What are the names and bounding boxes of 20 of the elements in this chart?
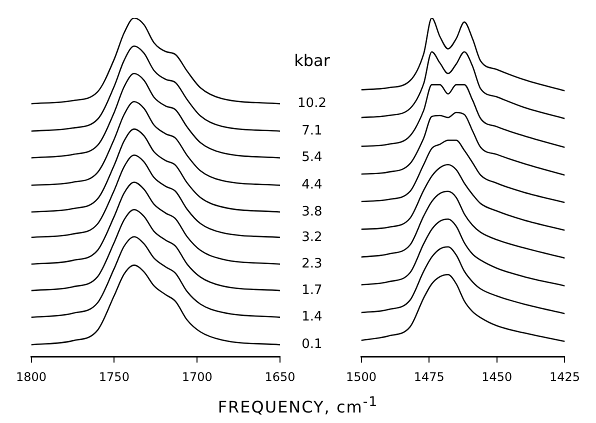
x-tick-label: 1700 <box>182 370 212 384</box>
series-label: 1.4 <box>302 310 322 325</box>
x-tick-label: 1425 <box>549 370 580 384</box>
x-tick-label: 1800 <box>16 370 47 384</box>
x-tick-label: 1475 <box>414 370 444 384</box>
series-label: 3.2 <box>302 230 322 245</box>
series-label: 10.2 <box>298 96 326 112</box>
legend-title: kbar <box>294 50 330 70</box>
x-tick-label: 1750 <box>98 370 130 384</box>
series-label: 1.7 <box>302 282 322 298</box>
x-tick-label: 1450 <box>482 370 512 384</box>
x-tick-label: 1500 <box>346 370 377 384</box>
series-label: 0.1 <box>302 337 322 352</box>
series-label: 2.3 <box>302 256 322 272</box>
series-label: 7.1 <box>302 123 322 138</box>
series-label: 4.4 <box>302 178 322 193</box>
series-label: 5.4 <box>302 150 322 166</box>
series-label: 3.8 <box>302 204 322 220</box>
x-axis-title: FREQUENCY, cm$^{-1}$ <box>216 395 380 416</box>
x-tick-label: 1650 <box>264 370 296 384</box>
